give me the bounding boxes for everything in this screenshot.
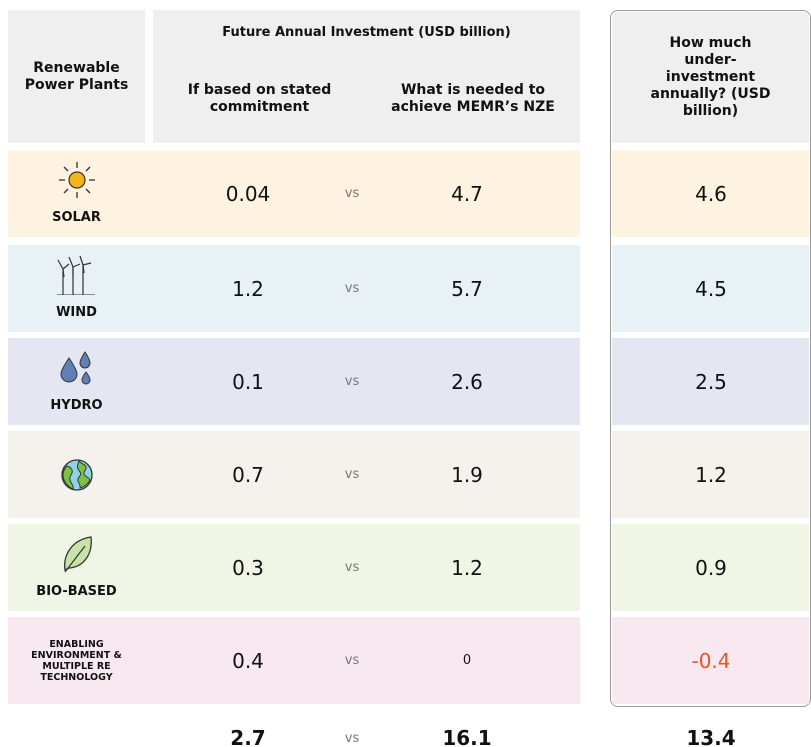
- plant-label: WIND: [56, 304, 97, 320]
- gap-value: 4.6: [695, 181, 727, 206]
- plant-label: HYDRO: [50, 397, 103, 413]
- row-band: [8, 524, 580, 611]
- vs-label: vs: [344, 467, 360, 482]
- stated-value: 0.3: [232, 555, 264, 580]
- gap-band: [612, 524, 809, 611]
- needed-value: 4.7: [451, 181, 483, 206]
- needed-value: 1.2: [451, 555, 483, 580]
- plant-icon: [8, 532, 145, 576]
- plant-icon: [8, 158, 145, 202]
- plant-icon: [8, 431, 145, 518]
- gap-band: [612, 150, 809, 237]
- gap-band: [612, 431, 809, 518]
- stated-value: 0.7: [232, 462, 264, 487]
- needed-value: 5.7: [451, 276, 483, 301]
- gap-value: 1.2: [695, 462, 727, 487]
- stated-header: If based on stated commitment: [153, 55, 366, 143]
- row-band: [8, 617, 580, 704]
- gap-value: 0.9: [695, 555, 727, 580]
- plant-header: Renewable Power Plants: [8, 10, 145, 143]
- gap-band: [612, 245, 809, 332]
- plant-icon: [8, 253, 145, 297]
- plant-label: SOLAR: [52, 209, 101, 225]
- gap-value: -0.4: [691, 648, 731, 673]
- total-stated: 2.7: [230, 726, 266, 747]
- row-band: [8, 431, 580, 518]
- needed-value: 2.6: [451, 369, 483, 394]
- stated-value: 1.2: [232, 276, 264, 301]
- plant-label: BIO-BASED: [36, 583, 117, 599]
- row-band: [8, 338, 580, 425]
- gap-band: [612, 338, 809, 425]
- needed-value: 0: [462, 653, 472, 668]
- plant-label: ENABLING ENVIRONMENT & MULTIPLE RE TECHN…: [31, 638, 122, 683]
- needed-header: What is needed to achieve MEMR’s NZE: [366, 55, 580, 143]
- row-band: [8, 150, 580, 237]
- plant-icon: [8, 346, 145, 390]
- vs-label: vs: [344, 281, 360, 296]
- investment-header: Future Annual Investment (USD billion): [153, 10, 580, 55]
- gap-header: How much under-investment annually? (USD…: [612, 12, 809, 143]
- vs-label: vs: [344, 374, 360, 389]
- stated-value: 0.04: [225, 181, 271, 206]
- stated-value: 0.4: [232, 648, 264, 673]
- total-needed: 16.1: [442, 726, 492, 747]
- total-gap: 13.4: [686, 726, 736, 747]
- vs-label: vs: [344, 653, 360, 668]
- needed-value: 1.9: [451, 462, 483, 487]
- vs-label: vs: [344, 186, 360, 201]
- gap-value: 2.5: [695, 369, 727, 394]
- gap-value: 4.5: [695, 276, 727, 301]
- vs-label: vs: [344, 560, 360, 575]
- stated-value: 0.1: [232, 369, 264, 394]
- row-band: [8, 245, 580, 332]
- gap-band: [612, 617, 809, 704]
- vs-label: vs: [344, 730, 360, 746]
